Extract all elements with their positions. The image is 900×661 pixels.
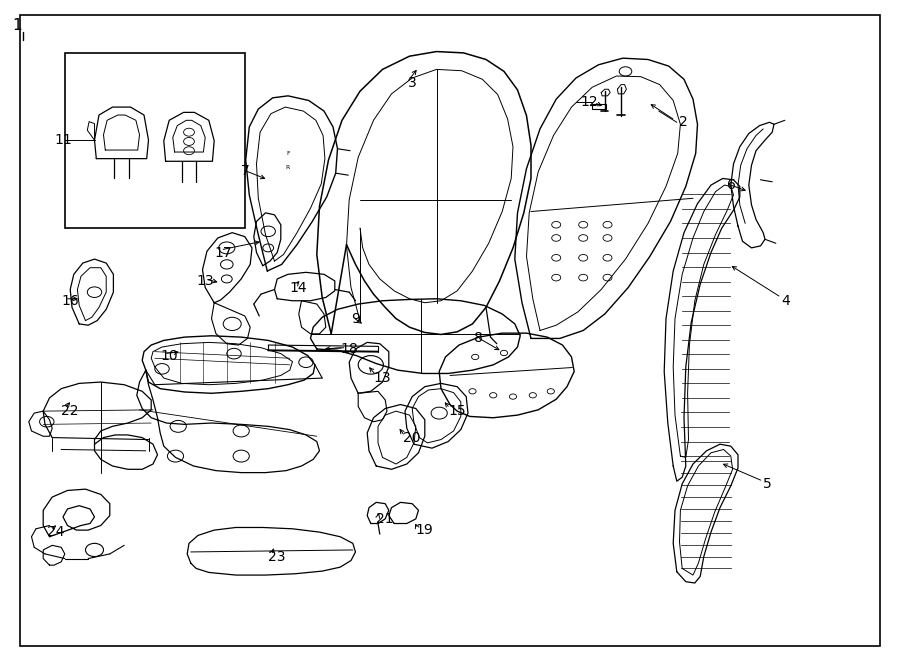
- Circle shape: [469, 389, 476, 394]
- Circle shape: [603, 254, 612, 261]
- Text: 14: 14: [290, 280, 308, 295]
- Circle shape: [431, 407, 447, 419]
- Text: 2: 2: [680, 115, 688, 130]
- Text: 4: 4: [781, 293, 790, 308]
- Circle shape: [579, 254, 588, 261]
- Circle shape: [552, 235, 561, 241]
- Circle shape: [529, 393, 536, 398]
- Text: 17: 17: [214, 245, 232, 260]
- Circle shape: [552, 221, 561, 228]
- Circle shape: [219, 242, 235, 254]
- Circle shape: [87, 287, 102, 297]
- Circle shape: [490, 393, 497, 398]
- Circle shape: [603, 235, 612, 241]
- Text: 11: 11: [54, 133, 72, 147]
- Circle shape: [579, 221, 588, 228]
- Circle shape: [603, 221, 612, 228]
- Circle shape: [167, 450, 184, 462]
- Text: 15: 15: [448, 404, 466, 418]
- Text: 22: 22: [61, 404, 78, 418]
- Circle shape: [86, 543, 104, 557]
- Circle shape: [509, 394, 517, 399]
- Circle shape: [155, 364, 169, 374]
- Circle shape: [227, 348, 241, 359]
- Text: 9: 9: [351, 311, 360, 326]
- Text: 13: 13: [374, 371, 392, 385]
- Circle shape: [547, 389, 554, 394]
- Circle shape: [579, 235, 588, 241]
- Circle shape: [220, 260, 233, 269]
- Bar: [592, 104, 606, 109]
- Circle shape: [233, 425, 249, 437]
- Text: R: R: [286, 165, 290, 170]
- Bar: [65, 53, 245, 228]
- Circle shape: [500, 350, 508, 356]
- Circle shape: [619, 67, 632, 76]
- Circle shape: [552, 274, 561, 281]
- Text: 7: 7: [241, 163, 250, 178]
- Circle shape: [358, 356, 383, 374]
- Circle shape: [170, 420, 186, 432]
- Text: 24: 24: [47, 525, 64, 539]
- Circle shape: [261, 226, 275, 237]
- Circle shape: [603, 274, 612, 281]
- Text: 18: 18: [340, 342, 358, 356]
- Circle shape: [233, 450, 249, 462]
- Circle shape: [184, 147, 194, 155]
- Circle shape: [299, 357, 313, 368]
- Circle shape: [472, 354, 479, 360]
- Text: 20: 20: [403, 430, 420, 445]
- Circle shape: [263, 244, 274, 252]
- Circle shape: [40, 416, 54, 427]
- Text: 21: 21: [376, 512, 394, 526]
- Text: 5: 5: [763, 477, 772, 491]
- Text: 16: 16: [61, 293, 79, 308]
- Text: 23: 23: [268, 549, 285, 564]
- Circle shape: [579, 274, 588, 281]
- Circle shape: [184, 128, 194, 136]
- Circle shape: [552, 254, 561, 261]
- Text: 10: 10: [160, 348, 178, 363]
- Text: 13: 13: [196, 274, 214, 288]
- Text: 1: 1: [13, 18, 22, 32]
- Circle shape: [223, 317, 241, 330]
- Text: 3: 3: [408, 75, 417, 90]
- Circle shape: [184, 137, 194, 145]
- Text: 8: 8: [474, 331, 483, 346]
- Text: 19: 19: [416, 523, 434, 537]
- Text: F: F: [286, 151, 290, 157]
- Text: 12: 12: [580, 95, 598, 110]
- Circle shape: [221, 275, 232, 283]
- Text: 6: 6: [727, 178, 736, 192]
